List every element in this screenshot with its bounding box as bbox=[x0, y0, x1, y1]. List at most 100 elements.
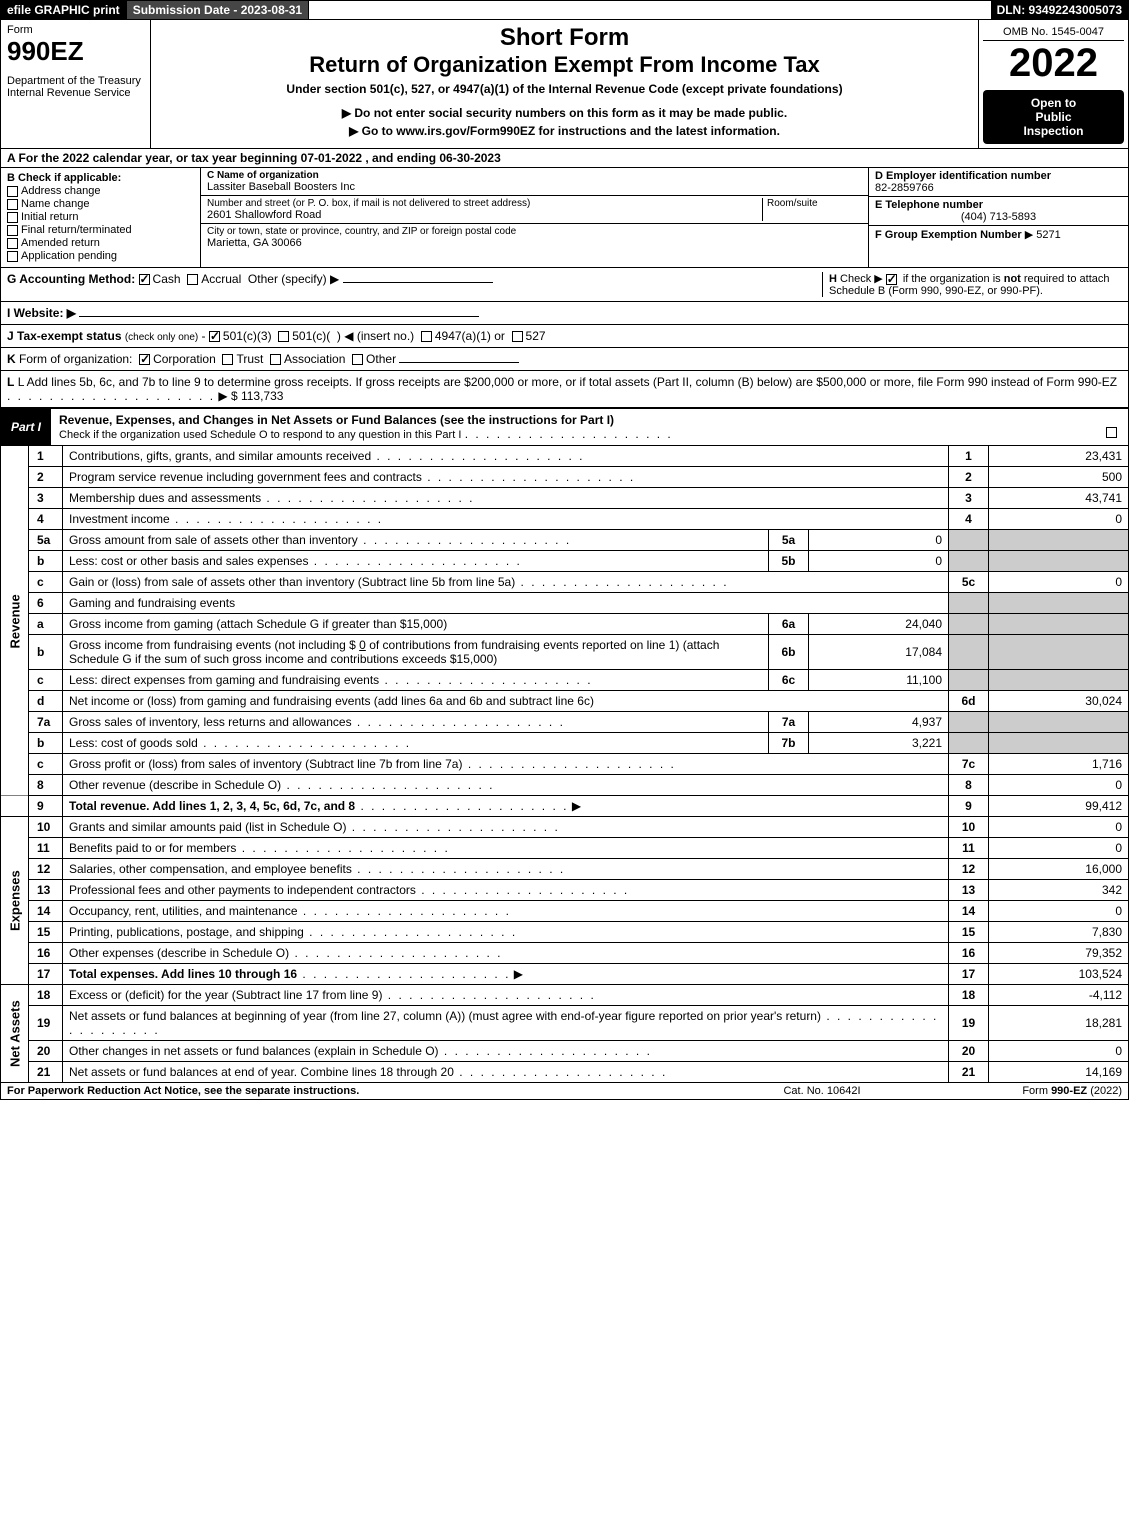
g-cash: Cash bbox=[153, 272, 181, 286]
b-opt-amended[interactable]: Amended return bbox=[7, 237, 194, 249]
l4-col: 4 bbox=[949, 509, 989, 530]
b-opt-name[interactable]: Name change bbox=[7, 198, 194, 210]
l21-col: 21 bbox=[949, 1062, 989, 1083]
j-4947[interactable] bbox=[421, 331, 432, 342]
header-left: Form 990EZ Department of the Treasury In… bbox=[1, 20, 151, 148]
l3-col: 3 bbox=[949, 488, 989, 509]
l20-desc: Other changes in net assets or fund bala… bbox=[69, 1044, 439, 1058]
part-i-schedule-o-check[interactable] bbox=[1106, 427, 1117, 438]
l6b-blank1 bbox=[949, 635, 989, 670]
k-other[interactable] bbox=[352, 354, 363, 365]
l5a-sc: 5a bbox=[769, 530, 809, 551]
l7b-sv: 3,221 bbox=[809, 733, 949, 754]
c-addr-row: Number and street (or P. O. box, if mail… bbox=[201, 196, 868, 224]
l12-col: 12 bbox=[949, 859, 989, 880]
form-number: 990EZ bbox=[7, 36, 144, 67]
l2-num: 2 bbox=[29, 467, 63, 488]
part-i-header: Part I Revenue, Expenses, and Changes in… bbox=[0, 408, 1129, 446]
l19-desc: Net assets or fund balances at beginning… bbox=[69, 1009, 821, 1023]
k-corp[interactable] bbox=[139, 354, 150, 365]
l3-num: 3 bbox=[29, 488, 63, 509]
ein: 82-2859766 bbox=[875, 182, 1122, 194]
omb-no: OMB No. 1545-0047 bbox=[983, 24, 1124, 41]
b-opt-amended-text: Amended return bbox=[21, 237, 100, 249]
l5c-desc: Gain or (loss) from sale of assets other… bbox=[69, 575, 515, 589]
l-amount: ▶ $ 113,733 bbox=[218, 389, 283, 403]
j-501c3[interactable] bbox=[209, 331, 220, 342]
part-i-title-text: Revenue, Expenses, and Changes in Net As… bbox=[59, 413, 614, 427]
org-street: 2601 Shallowford Road bbox=[207, 209, 762, 221]
side-expenses: Expenses bbox=[1, 817, 29, 985]
l15-col: 15 bbox=[949, 922, 989, 943]
l8-amt: 0 bbox=[989, 775, 1129, 796]
l6c-sc: 6c bbox=[769, 670, 809, 691]
h-check[interactable] bbox=[886, 274, 897, 285]
l5c-amt: 0 bbox=[989, 572, 1129, 593]
c-city-row: City or town, state or province, country… bbox=[201, 224, 868, 251]
l6a-num: a bbox=[29, 614, 63, 635]
l18-desc: Excess or (deficit) for the year (Subtra… bbox=[69, 988, 382, 1002]
l6a-blank2 bbox=[989, 614, 1129, 635]
c-city-label: City or town, state or province, country… bbox=[207, 226, 862, 237]
b-opt-pending-text: Application pending bbox=[21, 250, 117, 262]
l5a-desc: Gross amount from sale of assets other t… bbox=[69, 533, 358, 547]
l1-desc: Contributions, gifts, grants, and simila… bbox=[69, 449, 371, 463]
l5a-blank2 bbox=[989, 530, 1129, 551]
g-other-input[interactable] bbox=[343, 282, 493, 283]
l6b-sv: 17,084 bbox=[809, 635, 949, 670]
section-b: B Check if applicable: Address change Na… bbox=[1, 168, 201, 267]
l14-amt: 0 bbox=[989, 901, 1129, 922]
l16-col: 16 bbox=[949, 943, 989, 964]
b-opt-initial[interactable]: Initial return bbox=[7, 211, 194, 223]
l6b-blank2 bbox=[989, 635, 1129, 670]
side-netassets: Net Assets bbox=[1, 985, 29, 1083]
l5a-sv: 0 bbox=[809, 530, 949, 551]
d-label: D Employer identification number bbox=[875, 170, 1122, 182]
l13-num: 13 bbox=[29, 880, 63, 901]
l12-num: 12 bbox=[29, 859, 63, 880]
efile-print[interactable]: efile GRAPHIC print bbox=[1, 1, 127, 19]
l8-col: 8 bbox=[949, 775, 989, 796]
open-line3: Inspection bbox=[987, 124, 1120, 138]
return-title: Return of Organization Exempt From Incom… bbox=[157, 52, 972, 78]
b-opt-pending[interactable]: Application pending bbox=[7, 250, 194, 262]
j-527[interactable] bbox=[512, 331, 523, 342]
section-a: A For the 2022 calendar year, or tax yea… bbox=[0, 149, 1129, 168]
l6a-sc: 6a bbox=[769, 614, 809, 635]
open-public-inspection: Open to Public Inspection bbox=[983, 90, 1124, 144]
k-assoc[interactable] bbox=[270, 354, 281, 365]
k-other-input[interactable] bbox=[399, 362, 519, 363]
b-opt-initial-text: Initial return bbox=[21, 211, 78, 223]
l7c-col: 7c bbox=[949, 754, 989, 775]
section-g: G Accounting Method: Cash Accrual Other … bbox=[7, 272, 822, 297]
l6c-num: c bbox=[29, 670, 63, 691]
b-opt-address[interactable]: Address change bbox=[7, 185, 194, 197]
l7b-desc: Less: cost of goods sold bbox=[69, 736, 198, 750]
part-i-check-text: Check if the organization used Schedule … bbox=[59, 429, 461, 441]
l17-arrow: ▶ bbox=[514, 967, 523, 981]
website-input[interactable] bbox=[79, 316, 479, 317]
l19-col: 19 bbox=[949, 1006, 989, 1041]
short-form-label: Short Form bbox=[157, 24, 972, 52]
l14-desc: Occupancy, rent, utilities, and maintena… bbox=[69, 904, 298, 918]
k-trust[interactable] bbox=[222, 354, 233, 365]
g-cash-check[interactable] bbox=[139, 274, 150, 285]
side-revenue: Revenue bbox=[1, 446, 29, 796]
l11-desc: Benefits paid to or for members bbox=[69, 841, 236, 855]
l7a-sc: 7a bbox=[769, 712, 809, 733]
header-right: OMB No. 1545-0047 2022 Open to Public In… bbox=[978, 20, 1128, 148]
l5b-desc: Less: cost or other basis and sales expe… bbox=[69, 554, 308, 568]
l6a-blank1 bbox=[949, 614, 989, 635]
b-opt-final[interactable]: Final return/terminated bbox=[7, 224, 194, 236]
form-word: Form bbox=[7, 24, 144, 36]
f-label: F Group Exemption Number bbox=[875, 229, 1022, 241]
l7c-num: c bbox=[29, 754, 63, 775]
l16-amt: 79,352 bbox=[989, 943, 1129, 964]
footer-formno: Form 990-EZ (2022) bbox=[922, 1085, 1122, 1097]
section-k: K Form of organization: Corporation Trus… bbox=[0, 348, 1129, 371]
instr-goto[interactable]: ▶ Go to www.irs.gov/Form990EZ for instru… bbox=[157, 122, 972, 140]
block-b-c-def: B Check if applicable: Address change Na… bbox=[0, 168, 1129, 268]
j-501c[interactable] bbox=[278, 331, 289, 342]
l6d-col: 6d bbox=[949, 691, 989, 712]
g-accrual-check[interactable] bbox=[187, 274, 198, 285]
